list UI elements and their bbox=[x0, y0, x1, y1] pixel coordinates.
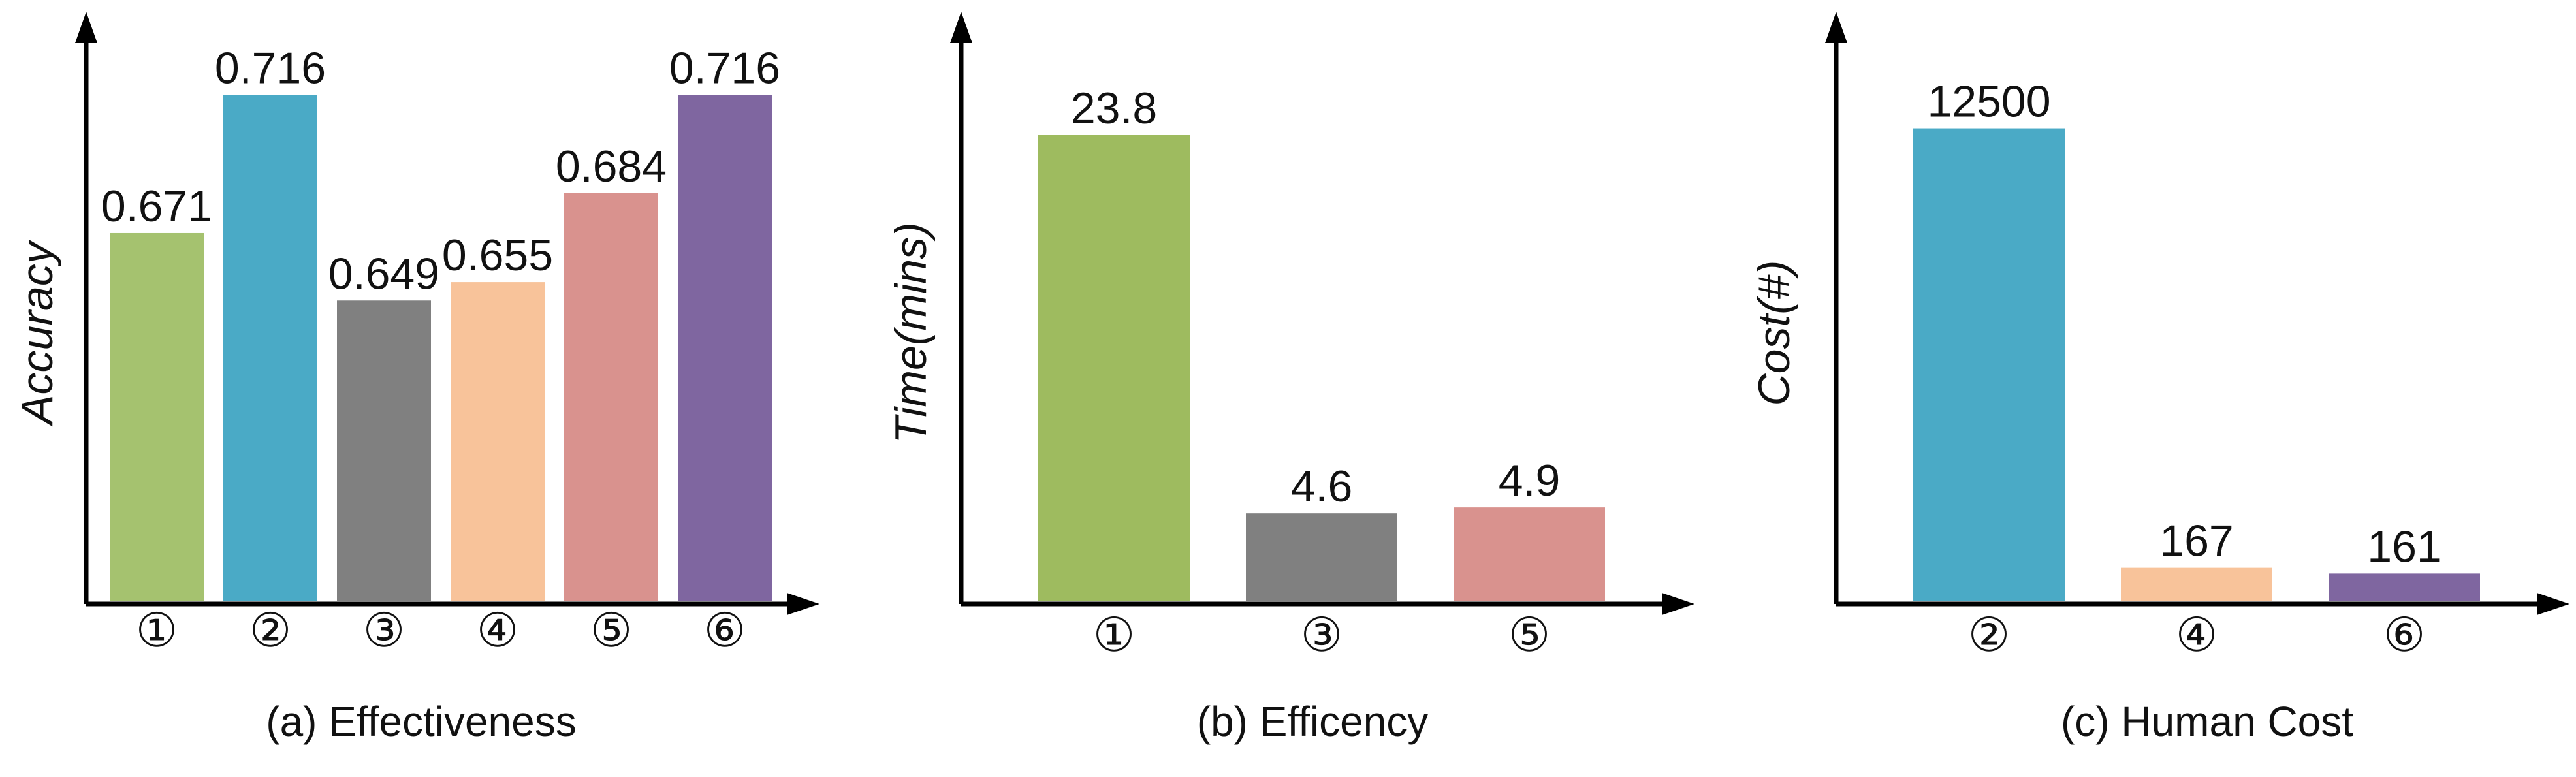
data-label: 0.649 bbox=[328, 249, 439, 298]
bar bbox=[337, 300, 431, 601]
y-axis-label: Time(mins) bbox=[886, 222, 936, 443]
data-label: 23.8 bbox=[1071, 84, 1157, 133]
data-label: 0.655 bbox=[442, 230, 553, 280]
bar bbox=[1913, 128, 2065, 601]
x-tick-label: ① bbox=[136, 603, 178, 658]
data-label: 12500 bbox=[1927, 77, 2050, 127]
bar bbox=[451, 282, 545, 601]
x-tick-label: ⑤ bbox=[590, 603, 633, 658]
axes-2 bbox=[1825, 12, 2569, 615]
data-label: 4.9 bbox=[1499, 456, 1561, 505]
bar bbox=[678, 95, 772, 601]
bar bbox=[110, 232, 204, 601]
bar bbox=[1246, 513, 1397, 601]
x-tick-label: ④ bbox=[2176, 607, 2218, 662]
data-label: 0.671 bbox=[101, 182, 212, 231]
x-tick-label: ③ bbox=[1301, 607, 1343, 662]
x-tick-label: ⑥ bbox=[2383, 607, 2426, 662]
panel-caption: (c) Human Cost bbox=[2061, 698, 2353, 745]
y-axis-label: Accuracy bbox=[12, 239, 62, 427]
y-axis-arrow-icon bbox=[75, 12, 97, 43]
x-tick-label: ④ bbox=[477, 603, 519, 658]
data-label: 167 bbox=[2159, 516, 2233, 566]
bar bbox=[1454, 507, 1605, 601]
y-axis-label: Cost(#) bbox=[1749, 261, 1799, 406]
bar bbox=[2329, 573, 2480, 601]
x-axis-arrow-icon bbox=[787, 593, 819, 615]
bar bbox=[564, 193, 658, 601]
bar bbox=[2121, 567, 2272, 601]
bar bbox=[223, 95, 317, 601]
x-tick-label: ① bbox=[1093, 607, 1136, 662]
data-label: 161 bbox=[2367, 522, 2441, 571]
data-label: 0.684 bbox=[556, 142, 667, 191]
y-axis-arrow-icon bbox=[1825, 12, 1847, 43]
data-label: 0.716 bbox=[669, 44, 780, 93]
x-axis-arrow-icon bbox=[2537, 593, 2569, 615]
data-label: 4.6 bbox=[1291, 462, 1353, 511]
x-tick-label: ② bbox=[249, 603, 292, 658]
bar bbox=[1038, 135, 1190, 601]
panel-caption: (b) Efficency bbox=[1197, 698, 1429, 745]
data-label: 0.716 bbox=[215, 44, 326, 93]
x-tick-label: ③ bbox=[363, 603, 405, 658]
x-axis-arrow-icon bbox=[1662, 593, 1694, 615]
x-tick-label: ⑥ bbox=[704, 603, 746, 658]
x-tick-label: ② bbox=[1968, 607, 2011, 662]
axes-0 bbox=[75, 12, 819, 615]
x-tick-label: ⑤ bbox=[1508, 607, 1551, 662]
panel-caption: (a) Effectiveness bbox=[266, 698, 576, 745]
axes-1 bbox=[950, 12, 1694, 615]
y-axis-arrow-icon bbox=[950, 12, 972, 43]
